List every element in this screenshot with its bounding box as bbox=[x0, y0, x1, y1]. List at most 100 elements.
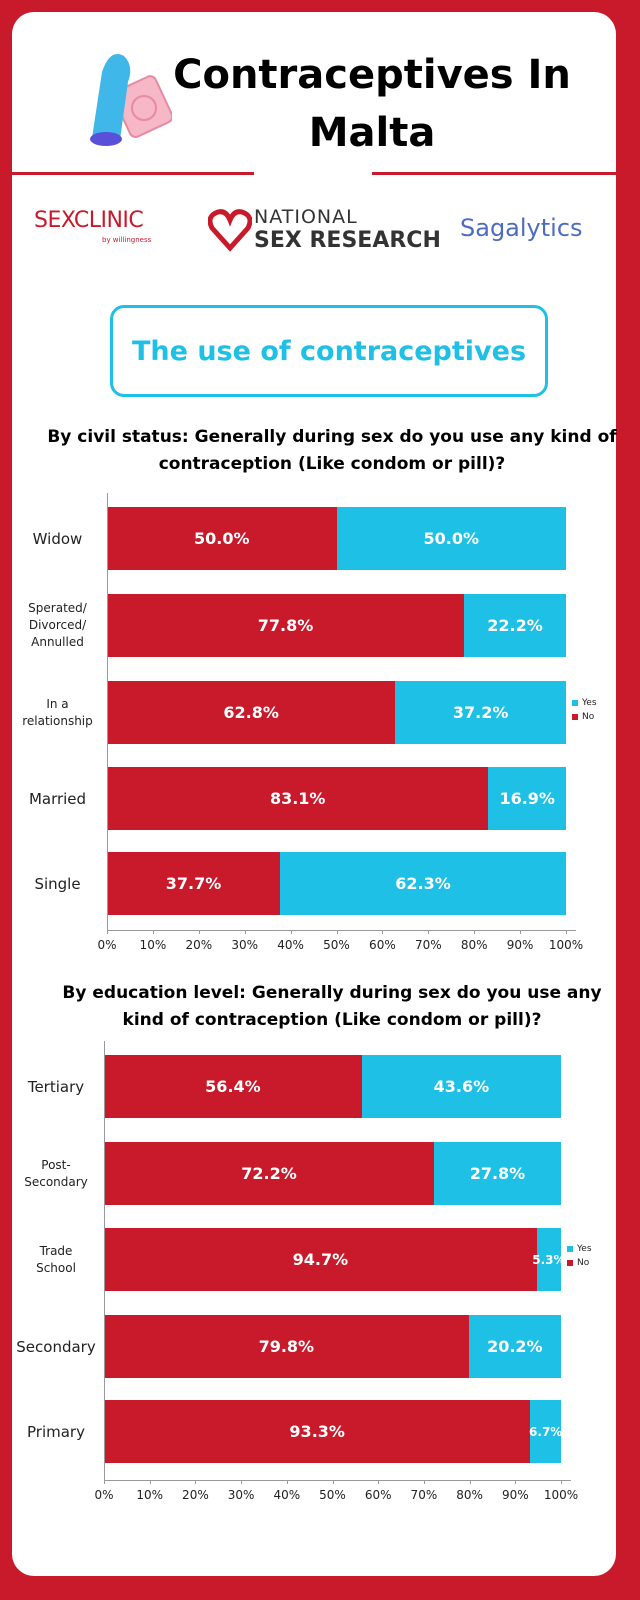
value-label: 16.9% bbox=[499, 789, 555, 808]
x-tick bbox=[428, 930, 430, 934]
bar-segment: 43.6% bbox=[361, 1055, 561, 1118]
x-tick bbox=[382, 930, 384, 934]
x-tick-label: 90% bbox=[506, 938, 534, 952]
x-tick-label: 60% bbox=[364, 1488, 392, 1502]
x-tick bbox=[244, 930, 246, 934]
category-label: Secondary bbox=[16, 1337, 96, 1356]
divider bbox=[12, 172, 254, 175]
value-label: 50.0% bbox=[423, 529, 479, 548]
x-tick-label: 40% bbox=[277, 938, 304, 952]
x-tick-label: 100% bbox=[548, 938, 584, 952]
bar-segment: 27.8% bbox=[433, 1142, 561, 1205]
main-title: Contraceptives In Malta bbox=[173, 52, 571, 156]
x-tick bbox=[286, 1480, 288, 1484]
value-label: 43.6% bbox=[433, 1077, 490, 1096]
x-tick-label: 50% bbox=[323, 938, 350, 952]
x-tick bbox=[198, 930, 200, 934]
legend-item: Yes bbox=[572, 698, 597, 708]
legend-swatch bbox=[567, 1260, 573, 1266]
x-tick bbox=[423, 1480, 425, 1484]
bar-segment: 22.2% bbox=[464, 594, 566, 657]
value-label: 83.1% bbox=[269, 789, 326, 808]
bar-segment: 93.3% bbox=[104, 1400, 531, 1463]
value-label: 27.8% bbox=[469, 1164, 526, 1183]
chart-title: By civil status: Generally during sex do… bbox=[47, 427, 617, 474]
category-label: Single bbox=[34, 874, 81, 893]
legend-item: No bbox=[572, 712, 594, 722]
value-label: 94.7% bbox=[292, 1250, 349, 1269]
logo-tagline: by willingness bbox=[102, 236, 152, 244]
bar-segment: 83.1% bbox=[107, 767, 489, 830]
x-tick-label: 20% bbox=[182, 1488, 209, 1502]
x-tick bbox=[566, 930, 567, 934]
x-axis-line bbox=[107, 930, 576, 931]
legend-swatch bbox=[567, 1246, 573, 1252]
x-axis-line bbox=[104, 1480, 571, 1481]
x-tick-label: 30% bbox=[231, 938, 259, 952]
legend-item: Yes bbox=[567, 1244, 592, 1254]
value-label: 50.0% bbox=[193, 529, 250, 548]
x-tick-label: 80% bbox=[460, 938, 488, 952]
x-tick bbox=[241, 1480, 243, 1484]
value-label: 37.7% bbox=[165, 874, 222, 893]
x-tick bbox=[378, 1480, 380, 1484]
x-tick-label: 80% bbox=[456, 1488, 483, 1502]
x-tick-label: 0% bbox=[94, 1488, 114, 1502]
category-label: Post- Secondary bbox=[24, 1157, 88, 1189]
bar-segment: 56.4% bbox=[104, 1055, 362, 1118]
value-label: 6.7% bbox=[529, 1424, 563, 1439]
bar-segment: 16.9% bbox=[488, 767, 566, 830]
legend-swatch bbox=[572, 700, 578, 706]
bar-segment: 62.3% bbox=[280, 852, 566, 915]
legend-label: Yes bbox=[577, 1244, 592, 1254]
divider bbox=[372, 172, 616, 175]
legend-swatch bbox=[572, 714, 578, 720]
x-tick bbox=[290, 930, 292, 934]
bar-segment: 77.8% bbox=[107, 594, 465, 657]
x-tick-label: 60% bbox=[369, 938, 396, 952]
value-label: 20.2% bbox=[487, 1337, 543, 1356]
category-label: Tertiary bbox=[27, 1077, 85, 1096]
legend-label: No bbox=[582, 712, 595, 722]
x-tick-label: 20% bbox=[185, 938, 213, 952]
chart-title: By education level: Generally during sex… bbox=[62, 983, 602, 1030]
x-tick bbox=[469, 1480, 471, 1484]
bar-segment: 6.7% bbox=[529, 1400, 563, 1463]
value-label: 79.8% bbox=[258, 1337, 315, 1356]
category-label: In a relationship bbox=[22, 696, 93, 728]
x-tick bbox=[336, 930, 338, 934]
section-title: The use of contraceptives bbox=[110, 305, 548, 397]
value-label: 77.8% bbox=[257, 616, 314, 635]
x-tick-label: 70% bbox=[410, 1488, 438, 1502]
panel: Contraceptives In Malta SEXCLINIC by wil… bbox=[12, 12, 617, 1576]
x-tick-label: 50% bbox=[319, 1488, 346, 1502]
logo-sex-research: SEX RESEARCH bbox=[254, 228, 441, 253]
value-label: 62.8% bbox=[223, 703, 279, 722]
value-label: 37.2% bbox=[452, 703, 509, 722]
bar-segment: 94.7% bbox=[104, 1228, 537, 1291]
x-tick-label: 30% bbox=[227, 1488, 255, 1502]
value-label: 56.4% bbox=[205, 1077, 261, 1096]
bar-segment: 62.8% bbox=[107, 681, 396, 744]
x-tick bbox=[332, 1480, 334, 1484]
x-tick bbox=[152, 930, 154, 934]
x-tick bbox=[107, 930, 108, 934]
bar-segment: 5.3% bbox=[532, 1228, 566, 1291]
bar-segment: 72.2% bbox=[104, 1142, 434, 1205]
value-label: 93.3% bbox=[289, 1422, 345, 1441]
logo-sexclinic: SEXCLINIC bbox=[34, 208, 144, 233]
value-label: 72.2% bbox=[241, 1164, 297, 1183]
y-axis-line bbox=[107, 493, 108, 930]
x-tick-label: 100% bbox=[543, 1488, 579, 1502]
x-tick bbox=[474, 930, 476, 934]
x-tick bbox=[149, 1480, 151, 1484]
y-axis-line bbox=[104, 1041, 105, 1480]
x-tick-label: 40% bbox=[273, 1488, 301, 1502]
value-label: 22.2% bbox=[487, 616, 543, 635]
x-tick bbox=[520, 930, 522, 934]
legend-label: No bbox=[577, 1258, 590, 1268]
heart-logo bbox=[208, 209, 252, 252]
x-tick bbox=[561, 1480, 562, 1484]
x-tick bbox=[104, 1480, 105, 1484]
